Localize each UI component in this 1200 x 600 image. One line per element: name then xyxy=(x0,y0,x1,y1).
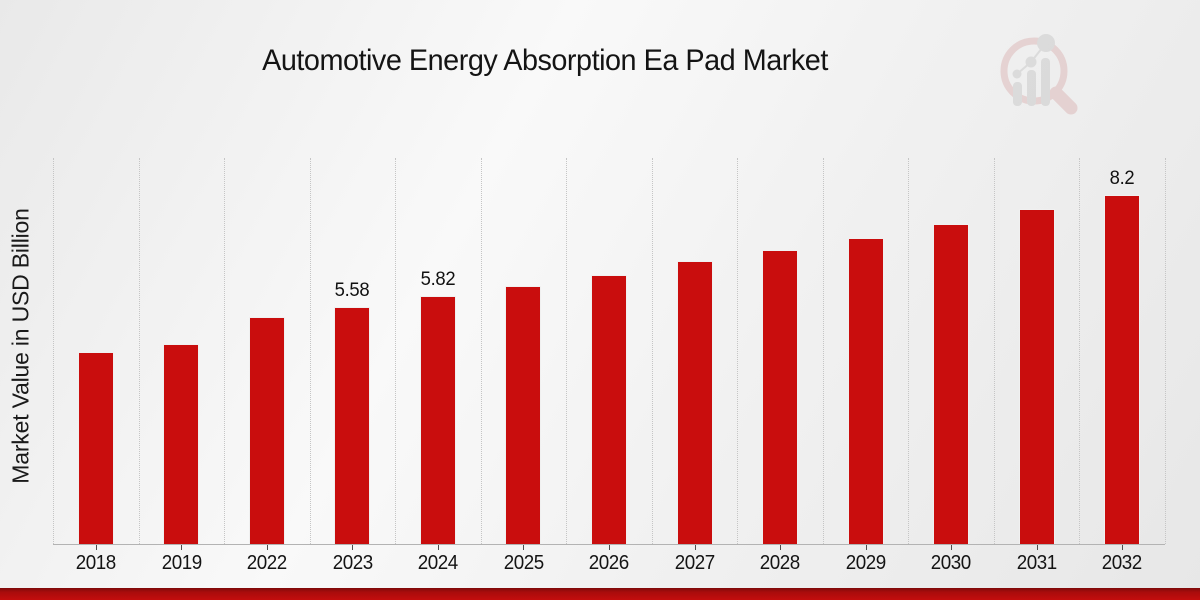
logo-dot-3-icon xyxy=(1037,34,1055,52)
bar-2026 xyxy=(591,274,627,544)
gridline xyxy=(908,158,910,544)
gridline xyxy=(224,158,226,544)
x-axis-tick xyxy=(95,545,97,550)
x-axis-tick xyxy=(951,545,953,550)
gridline xyxy=(651,158,653,544)
gridline xyxy=(480,158,482,544)
x-axis-tick xyxy=(1036,545,1038,550)
bar-2024 xyxy=(419,296,456,544)
gridline xyxy=(309,158,311,544)
bar-2029 xyxy=(847,237,884,544)
x-axis-tick xyxy=(865,545,867,550)
x-axis: 2018 2019 2022 2023 2024 2025 2026 2027 2028 2029… xyxy=(53,545,1165,585)
bottom-red-strip xyxy=(0,588,1200,600)
x-axis-tick xyxy=(266,545,268,550)
plot-area: 5.58 5.82 8.2 xyxy=(53,158,1166,545)
x-axis-tick xyxy=(523,545,525,550)
x-tick-label-2025: 2025 xyxy=(503,552,544,574)
x-tick-label-2024: 2024 xyxy=(417,552,458,574)
x-tick-label-2023: 2023 xyxy=(332,552,373,574)
bar-2022 xyxy=(248,316,285,544)
x-axis-tick xyxy=(694,545,696,550)
x-axis-tick xyxy=(181,545,183,550)
bar-value-label: 8.2 xyxy=(1109,168,1135,190)
x-axis-tick xyxy=(352,545,354,550)
bar-2025 xyxy=(505,285,542,544)
bar-value-label: 5.82 xyxy=(420,269,456,291)
x-tick-label-2019: 2019 xyxy=(161,552,202,574)
x-tick-label-2031: 2031 xyxy=(1016,552,1057,574)
x-axis-tick xyxy=(1122,545,1124,550)
logo-bar-3-icon xyxy=(1041,58,1050,106)
bar-2018 xyxy=(77,352,114,544)
magnifier-handle-icon xyxy=(1049,86,1078,115)
x-tick-label-2026: 2026 xyxy=(589,552,629,574)
x-tick-label-2030: 2030 xyxy=(931,552,972,574)
gridline xyxy=(1079,158,1081,544)
gridline xyxy=(737,158,739,544)
gridline xyxy=(1165,158,1166,544)
gridline xyxy=(53,158,54,544)
x-tick-label-2032: 2032 xyxy=(1102,552,1143,574)
y-axis-label: Market Value in USD Billion xyxy=(7,208,34,484)
logo-bar-1-icon xyxy=(1013,82,1022,106)
bar-2031 xyxy=(1018,209,1055,544)
gridline xyxy=(993,158,995,544)
bar-2027 xyxy=(676,261,713,544)
x-axis-tick xyxy=(780,545,782,550)
bar-2030 xyxy=(933,223,970,544)
bar-2028 xyxy=(762,249,799,544)
logo-dot-2-icon xyxy=(1025,56,1037,68)
x-tick-label-2018: 2018 xyxy=(75,552,116,574)
x-tick-label-2027: 2027 xyxy=(674,552,715,574)
gridline xyxy=(566,158,568,544)
x-axis-tick xyxy=(437,545,439,550)
chart-title: Automotive Energy Absorption Ea Pad Mark… xyxy=(262,44,828,77)
mrfr-magnifier-logo xyxy=(1000,34,1078,115)
x-tick-label-2028: 2028 xyxy=(760,552,801,574)
logo-bar-2-icon xyxy=(1027,70,1036,106)
bar-2032 xyxy=(1104,195,1141,544)
bar-2019 xyxy=(163,343,200,544)
bar-2023 xyxy=(334,306,371,544)
bar-value-label: 5.58 xyxy=(335,279,370,301)
gridline xyxy=(138,158,140,544)
gridline xyxy=(822,158,824,544)
x-tick-label-2022: 2022 xyxy=(246,552,287,574)
x-tick-label-2029: 2029 xyxy=(845,552,886,574)
x-axis-tick xyxy=(609,545,610,550)
gridline xyxy=(395,158,397,544)
logo-dot-1-icon xyxy=(1012,69,1022,79)
